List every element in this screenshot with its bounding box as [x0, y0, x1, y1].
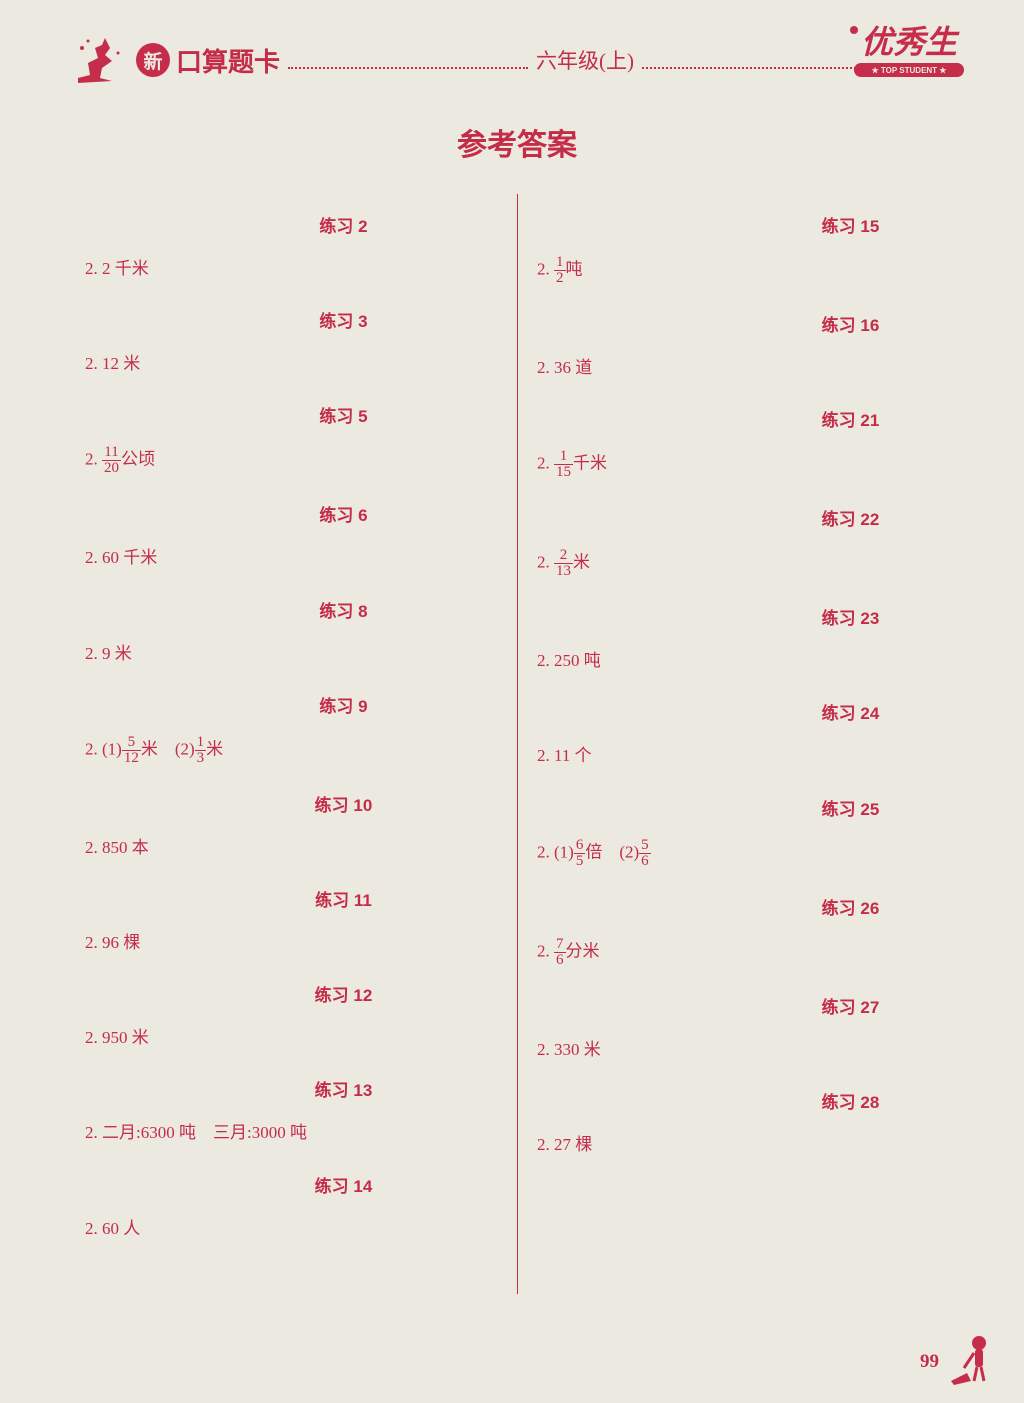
answer-item: 2. 二月:6300 吨 三月:3000 吨	[70, 1119, 517, 1146]
badge-text: 新	[143, 47, 162, 74]
answer-item: 2. 330 米	[517, 1036, 964, 1063]
content-area: 练习 22. 2 千米练习 32. 12 米练习 52. 1120公顷练习 62…	[70, 194, 964, 1267]
section-heading: 练习 13	[70, 1076, 517, 1101]
answer-item: 2. 27 棵	[517, 1131, 964, 1158]
answer-item: 2. (1)65倍 (2)56	[517, 838, 964, 869]
section-heading: 练习 10	[70, 791, 517, 816]
dotted-divider-left	[288, 67, 528, 69]
answer-item: 2. 950 米	[70, 1024, 517, 1051]
section-heading: 练习 16	[517, 311, 964, 336]
section-heading: 练习 28	[517, 1088, 964, 1113]
sweeper-icon	[949, 1333, 994, 1388]
witch-icon	[70, 33, 130, 88]
answer-item: 2. 60 人	[70, 1215, 517, 1242]
answer-item: 2. 12 米	[70, 350, 517, 377]
section-heading: 练习 24	[517, 699, 964, 724]
section-heading: 练习 5	[70, 402, 517, 427]
top-student-logo: 优秀生 ★ TOP STUDENT ★	[844, 15, 974, 85]
answer-item: 2. 9 米	[70, 640, 517, 667]
section-heading: 练习 21	[517, 406, 964, 431]
section-heading: 练习 6	[70, 501, 517, 526]
right-column: 练习 15 2. 12吨练习 16 2. 36 道练习 21 2. 115千米练习 2…	[517, 194, 964, 1267]
logo-sub-text: ★ TOP STUDENT ★	[872, 66, 948, 75]
answer-item: 2. 850 本	[70, 834, 517, 861]
page-number: 99	[920, 1351, 939, 1373]
section-heading: 练习 27	[517, 993, 964, 1018]
section-heading: 练习 2	[70, 212, 517, 237]
logo-main-text: 优秀生	[861, 24, 960, 60]
section-heading: 练习 3	[70, 307, 517, 332]
answer-item: 2. 12吨	[517, 255, 964, 286]
section-heading: 练习 11	[70, 886, 517, 911]
section-heading: 练习 25	[517, 795, 964, 820]
left-column: 练习 2 2. 2 千米练习 3 2. 12 米练习 5 2. 1120公顷练习 6 2…	[70, 194, 517, 1267]
section-heading: 练习 14	[70, 1172, 517, 1197]
answer-item: 2. (1)512米 (2)13米	[70, 735, 517, 766]
section-heading: 练习 23	[517, 604, 964, 629]
section-heading: 练习 22	[517, 505, 964, 530]
answer-item: 2. 76分米	[517, 937, 964, 968]
grade-text: 六年级(上)	[536, 45, 634, 75]
answer-item: 2. 213米	[517, 548, 964, 579]
answer-item: 2. 60 千米	[70, 544, 517, 571]
section-heading: 练习 26	[517, 894, 964, 919]
header-title: 口算题卡	[176, 42, 280, 79]
answer-item: 2. 11 个	[517, 742, 964, 769]
section-heading: 练习 15	[517, 212, 964, 237]
answer-item: 2. 115千米	[517, 449, 964, 480]
section-heading: 练习 12	[70, 981, 517, 1006]
answer-item: 2. 96 棵	[70, 929, 517, 956]
dotted-divider-right	[642, 67, 872, 69]
answer-item: 2. 1120公顷	[70, 445, 517, 476]
answer-item: 2. 2 千米	[70, 255, 517, 282]
section-heading: 练习 8	[70, 597, 517, 622]
new-badge: 新	[136, 43, 170, 77]
section-heading: 练习 9	[70, 692, 517, 717]
main-title: 参考答案	[70, 120, 964, 164]
answer-item: 2. 36 道	[517, 354, 964, 381]
page-header: 新 口算题卡 六年级(上) 优秀生 ★ TOP STUDENT ★	[70, 25, 964, 95]
answer-item: 2. 250 吨	[517, 647, 964, 674]
